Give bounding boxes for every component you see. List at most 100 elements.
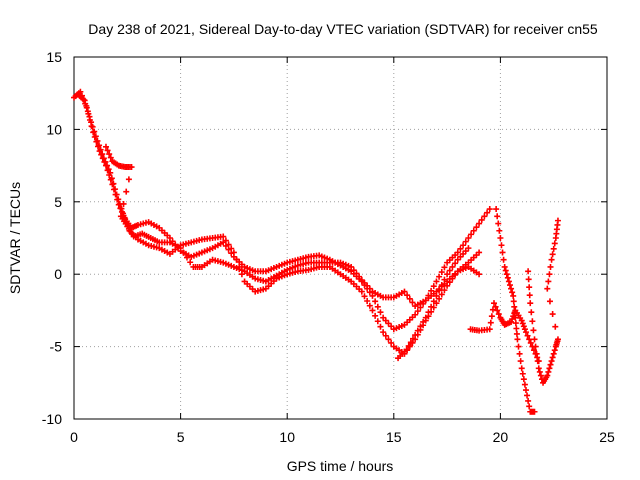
data-point	[495, 220, 502, 227]
data-point	[497, 235, 504, 241]
data-point	[552, 323, 559, 330]
data-point	[510, 292, 517, 299]
data-point	[476, 271, 483, 278]
data-point	[412, 332, 419, 339]
data-point	[554, 336, 561, 343]
data-point	[544, 285, 551, 292]
data-point	[526, 403, 533, 410]
data-point	[518, 365, 525, 372]
data-point	[388, 339, 395, 346]
data-point	[544, 372, 551, 379]
data-point	[531, 336, 538, 343]
data-point	[430, 283, 437, 290]
data-point	[524, 392, 531, 399]
data-point	[504, 274, 511, 281]
data-point	[492, 303, 499, 310]
data-point	[438, 269, 445, 276]
data-point	[374, 303, 381, 310]
data-point	[503, 271, 510, 278]
y-tick-label: -5	[50, 339, 63, 355]
data-point	[441, 276, 448, 283]
data-point	[537, 372, 544, 379]
data-point	[228, 245, 235, 252]
data-point	[372, 298, 379, 305]
plot-frame	[73, 56, 608, 420]
data-point	[554, 217, 561, 224]
series-track-3	[102, 143, 483, 310]
data-point	[505, 278, 512, 285]
data-point	[106, 151, 113, 158]
data-point	[545, 278, 552, 285]
data-point	[524, 332, 531, 339]
x-tick-label: 10	[279, 429, 295, 445]
data-point	[230, 249, 237, 256]
data-point	[115, 196, 122, 203]
y-axis-label: SDTVAR / TECUs	[7, 182, 23, 294]
data-point	[481, 213, 488, 220]
data-point	[412, 311, 419, 318]
data-point	[89, 123, 96, 130]
data-point	[476, 220, 483, 227]
data-point	[112, 186, 119, 193]
data-point	[535, 365, 542, 372]
data-point	[525, 276, 532, 283]
data-point	[522, 387, 529, 394]
data-point	[86, 113, 93, 120]
data-point	[517, 358, 524, 365]
data-point	[97, 146, 104, 153]
data-point	[500, 256, 507, 263]
data-point	[508, 318, 515, 325]
data-point	[457, 245, 464, 252]
x-tick-label: 25	[599, 429, 615, 445]
data-point	[385, 336, 392, 343]
data-point	[549, 311, 556, 318]
data-point	[514, 336, 521, 343]
data-point	[100, 155, 107, 162]
data-point	[104, 162, 111, 169]
data-point	[454, 249, 461, 256]
data-point	[372, 312, 379, 319]
data-point	[350, 267, 357, 274]
data-point	[104, 147, 111, 154]
data-point	[220, 233, 227, 240]
data-point	[496, 227, 503, 234]
data-point	[369, 307, 376, 314]
data-point	[420, 318, 427, 325]
data-point	[526, 292, 533, 299]
data-point	[377, 309, 384, 316]
data-point	[438, 291, 445, 298]
data-point	[91, 128, 98, 135]
data-point	[520, 323, 527, 330]
data-point	[417, 323, 424, 330]
data-point	[409, 335, 416, 342]
data-point	[519, 320, 526, 327]
y-tick-label: 5	[54, 194, 62, 210]
data-point	[446, 267, 453, 274]
data-point	[545, 368, 552, 375]
x-tick-label: 5	[177, 429, 185, 445]
data-point	[438, 282, 445, 289]
data-point	[444, 271, 451, 278]
data-point	[377, 323, 384, 330]
data-point	[406, 295, 413, 302]
data-point	[478, 216, 485, 223]
data-point	[94, 137, 101, 144]
data-point	[546, 271, 553, 278]
data-point	[506, 282, 513, 289]
data-point	[527, 339, 534, 346]
data-point	[502, 267, 509, 274]
data-point	[465, 235, 472, 241]
data-point	[180, 249, 187, 256]
data-point	[436, 273, 443, 280]
data-point	[366, 302, 373, 309]
data-point	[487, 319, 494, 326]
data-point	[462, 238, 469, 245]
data-point	[222, 237, 229, 244]
y-tick-label: 0	[54, 266, 62, 282]
data-point	[353, 270, 360, 277]
data-point	[510, 298, 517, 305]
data-point	[508, 285, 515, 292]
data-point	[515, 343, 522, 350]
data-point	[536, 368, 543, 375]
data-point	[531, 408, 538, 415]
